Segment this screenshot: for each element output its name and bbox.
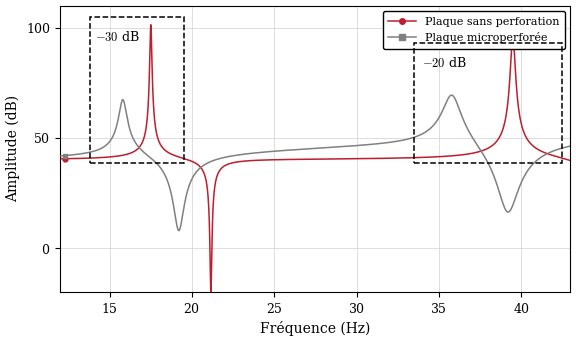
Y-axis label: Amplitude (dB): Amplitude (dB) [6, 95, 20, 202]
Text: $-20$ dB: $-20$ dB [422, 56, 467, 70]
Legend: Plaque sans perforation, Plaque microperforée: Plaque sans perforation, Plaque microper… [382, 11, 565, 49]
Text: $-30$ dB: $-30$ dB [95, 30, 139, 44]
X-axis label: Fréquence (Hz): Fréquence (Hz) [260, 321, 370, 337]
Bar [414, 43, 562, 163]
Bar [90, 16, 184, 163]
